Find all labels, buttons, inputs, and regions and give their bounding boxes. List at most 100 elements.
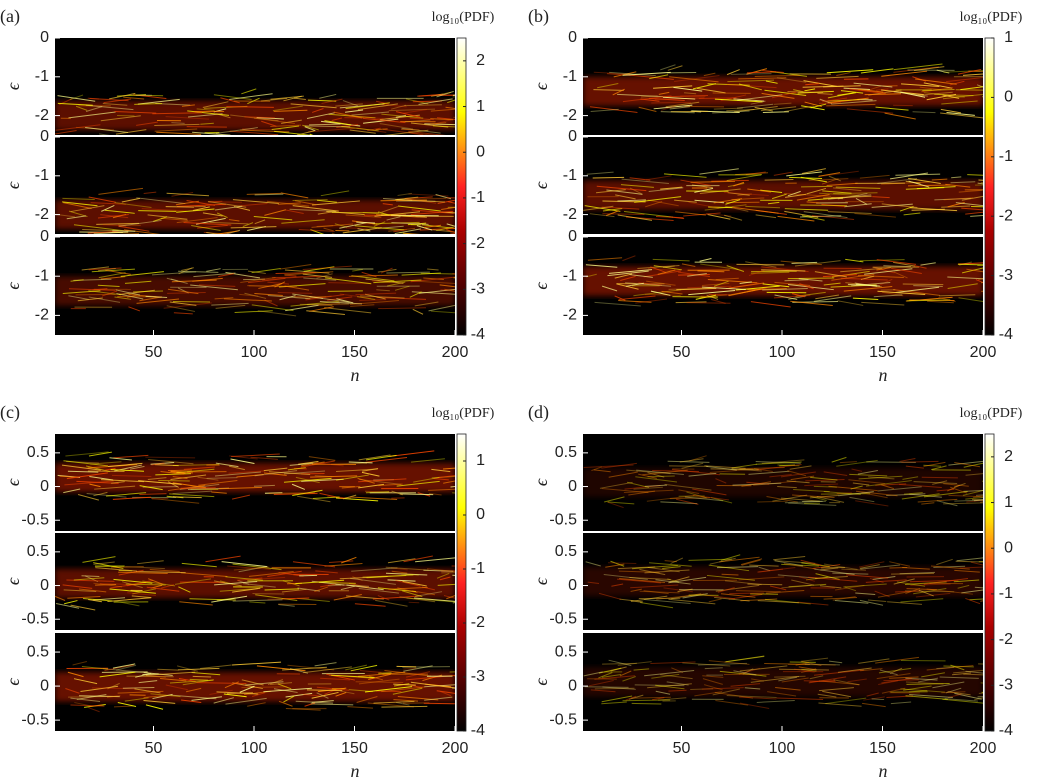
streak	[753, 480, 797, 486]
streak	[215, 304, 246, 309]
streak	[80, 685, 119, 692]
streak	[899, 458, 916, 462]
streak	[307, 99, 337, 102]
streak	[275, 272, 317, 275]
streak	[400, 573, 419, 576]
streak	[617, 566, 656, 570]
streak	[745, 171, 766, 176]
x-axis-label: n	[351, 365, 360, 385]
streak	[839, 461, 857, 464]
streak	[973, 499, 983, 502]
y-tick-label: -2	[563, 107, 577, 124]
streak	[349, 129, 376, 134]
streak	[713, 107, 743, 110]
streak	[629, 274, 653, 278]
streak	[930, 565, 970, 570]
streak	[289, 208, 336, 212]
streak	[70, 604, 96, 611]
streak	[154, 128, 198, 132]
streak	[391, 490, 403, 496]
streak	[253, 215, 293, 221]
streak	[905, 465, 924, 469]
streak	[819, 687, 854, 692]
streak	[704, 465, 746, 469]
streak	[410, 122, 449, 128]
streak	[810, 476, 838, 481]
streak	[709, 557, 736, 565]
streak	[408, 130, 446, 135]
streak	[230, 114, 279, 122]
streak	[583, 205, 614, 211]
streak	[823, 490, 861, 495]
streak	[823, 195, 872, 199]
streak	[324, 277, 372, 285]
streak	[601, 701, 627, 705]
streak	[948, 460, 983, 466]
streak	[413, 476, 440, 483]
streak	[138, 210, 177, 212]
streak	[229, 455, 258, 460]
colorbar-tick-label: -4	[471, 722, 485, 739]
x-tick-label: 200	[442, 740, 469, 757]
streak	[141, 208, 187, 212]
colorbar-tick-label: -2	[999, 631, 1013, 648]
streak	[750, 301, 791, 308]
streak	[311, 700, 334, 703]
streak	[622, 699, 671, 702]
streak	[350, 664, 378, 672]
streak	[88, 267, 122, 271]
streak	[729, 592, 764, 595]
streak	[593, 71, 630, 75]
streak	[809, 679, 836, 683]
colorbar-tick-label: 1	[476, 452, 485, 469]
streak	[724, 205, 749, 212]
streak	[619, 670, 632, 677]
streak	[591, 466, 602, 472]
streak	[121, 197, 141, 203]
y-tick-label: 0	[40, 677, 49, 694]
streak	[805, 83, 819, 86]
streak	[671, 593, 702, 600]
streak	[904, 492, 923, 495]
streak	[93, 491, 108, 497]
y-tick-label: -1	[563, 68, 577, 85]
streak	[727, 79, 775, 83]
streak	[697, 270, 725, 273]
streak	[961, 589, 983, 594]
streak	[833, 192, 878, 195]
streak	[817, 170, 859, 178]
streak	[410, 276, 455, 283]
streak	[340, 556, 357, 564]
streak	[908, 180, 930, 188]
streak	[383, 129, 429, 135]
y-tick-label: 0	[40, 577, 49, 594]
x-tick-label: 100	[769, 740, 796, 757]
streak	[784, 500, 826, 504]
y-tick-label: 0	[568, 478, 577, 495]
streak	[99, 133, 111, 135]
streak	[875, 106, 909, 111]
streak	[761, 459, 805, 464]
x-tick-label: 100	[241, 740, 268, 757]
streak	[738, 576, 785, 581]
streak	[682, 662, 731, 667]
streak	[57, 102, 93, 106]
streak	[205, 555, 241, 563]
streak	[628, 694, 644, 700]
streak	[854, 213, 896, 218]
streak	[858, 475, 903, 480]
x-tick-label: 100	[241, 344, 268, 361]
streak	[107, 462, 143, 468]
y-tick-label: -1	[35, 68, 49, 85]
streak	[875, 656, 920, 664]
streak	[699, 294, 727, 298]
streak	[253, 484, 275, 487]
streak	[251, 304, 294, 312]
streak	[283, 695, 295, 703]
streak	[350, 304, 375, 307]
streak	[214, 297, 234, 300]
streak	[801, 562, 830, 568]
streak	[404, 119, 431, 123]
streak	[176, 665, 198, 672]
streak	[381, 103, 407, 108]
